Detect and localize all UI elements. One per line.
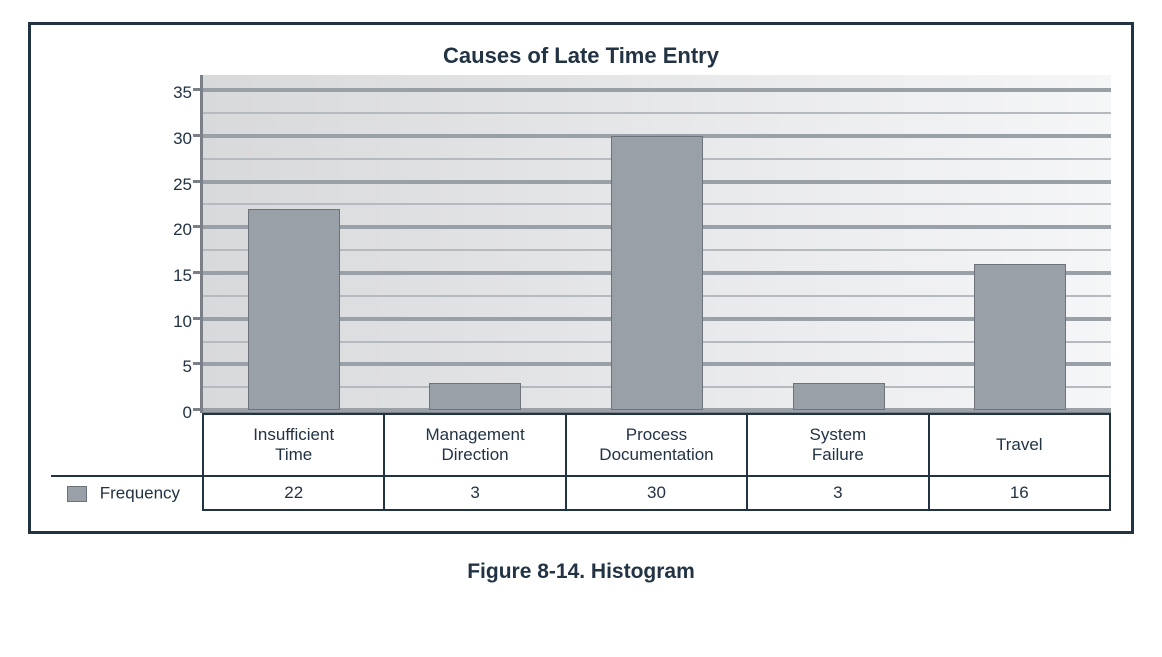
bar-cell bbox=[929, 75, 1111, 410]
value-cell: 3 bbox=[747, 476, 928, 510]
y-axis: 05101520253035 bbox=[51, 75, 200, 413]
y-tick-label: 20 bbox=[173, 220, 192, 240]
chart-title: Causes of Late Time Entry bbox=[51, 43, 1111, 69]
value-cell: 30 bbox=[566, 476, 747, 510]
category-cell: SystemFailure bbox=[747, 414, 928, 476]
value-row: Frequency 22330316 bbox=[51, 476, 1110, 510]
y-tick bbox=[193, 180, 203, 183]
y-tick bbox=[193, 225, 203, 228]
y-tick bbox=[193, 88, 203, 91]
y-tick-label: 0 bbox=[183, 403, 192, 423]
y-tick-label: 25 bbox=[173, 175, 192, 195]
category-cell: ManagementDirection bbox=[384, 414, 565, 476]
y-tick bbox=[193, 317, 203, 320]
y-tick-label: 35 bbox=[173, 83, 192, 103]
category-row: InsufficientTimeManagementDirectionProce… bbox=[51, 414, 1110, 476]
data-table: InsufficientTimeManagementDirectionProce… bbox=[51, 413, 1111, 511]
category-cell: Travel bbox=[929, 414, 1110, 476]
y-tick-label: 15 bbox=[173, 266, 192, 286]
figure-caption: Figure 8-14. Histogram bbox=[28, 560, 1134, 584]
bar bbox=[611, 136, 703, 410]
bar bbox=[793, 383, 885, 410]
bar-cell bbox=[385, 75, 567, 410]
y-tick bbox=[193, 271, 203, 274]
y-tick-label: 5 bbox=[183, 357, 192, 377]
plot-area bbox=[200, 75, 1111, 413]
value-cell: 16 bbox=[929, 476, 1110, 510]
bars-container bbox=[203, 75, 1111, 410]
bar bbox=[248, 209, 340, 410]
y-tick bbox=[193, 408, 203, 411]
bar-cell bbox=[748, 75, 930, 410]
page: Causes of Late Time Entry 0 5 10 15 20 25 30 35… bbox=[0, 0, 1162, 594]
value-cell: 3 bbox=[384, 476, 565, 510]
value-cell: 22 bbox=[203, 476, 384, 510]
y-tick-label: 10 bbox=[173, 312, 192, 332]
legend-label: Frequency bbox=[100, 484, 180, 503]
legend-cell: Frequency bbox=[51, 476, 203, 510]
y-tick bbox=[193, 362, 203, 365]
chart-area: 05101520253035 bbox=[51, 75, 1111, 413]
bar bbox=[429, 383, 521, 410]
legend-empty-cell bbox=[51, 414, 203, 476]
bar-cell bbox=[203, 75, 385, 410]
category-cell: ProcessDocumentation bbox=[566, 414, 747, 476]
legend-swatch bbox=[67, 486, 87, 502]
bar-cell bbox=[566, 75, 748, 410]
category-cell: InsufficientTime bbox=[203, 414, 384, 476]
bar bbox=[974, 264, 1066, 410]
y-tick bbox=[193, 134, 203, 137]
y-tick-label: 30 bbox=[173, 129, 192, 149]
chart-frame: Causes of Late Time Entry 0 5 10 15 20 25 30 35… bbox=[28, 22, 1134, 534]
